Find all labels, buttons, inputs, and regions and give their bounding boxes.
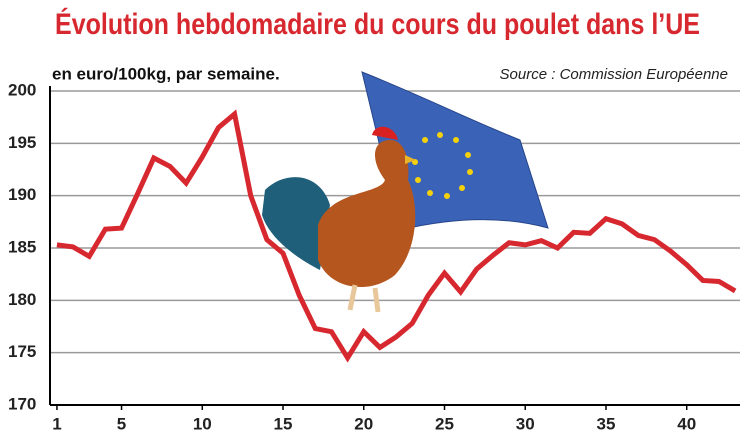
rooster-body xyxy=(318,140,416,287)
x-tick-label: 35 xyxy=(597,414,616,433)
x-tick-label: 5 xyxy=(117,414,126,433)
y-tick-label: 190 xyxy=(8,185,36,204)
x-tick-label: 30 xyxy=(516,414,535,433)
illustration xyxy=(262,71,549,313)
rooster-tail xyxy=(262,177,330,270)
x-tick-label: 25 xyxy=(435,414,454,433)
data-line xyxy=(56,109,737,363)
y-tick-label: 170 xyxy=(8,394,36,413)
rooster-comb xyxy=(372,126,398,140)
y-tick-label: 180 xyxy=(8,290,36,309)
x-tick-label: 10 xyxy=(193,414,212,433)
y-tick-label: 185 xyxy=(8,237,36,256)
subtitle: en euro/100kg, par semaine. xyxy=(52,64,280,83)
flag-stars xyxy=(412,132,473,199)
y-tick-label: 200 xyxy=(8,80,36,99)
rooster-beak xyxy=(405,155,416,164)
y-tick-label: 195 xyxy=(8,133,36,152)
x-tick-label: 20 xyxy=(354,414,373,433)
x-tick-label: 15 xyxy=(274,414,293,433)
rooster-legs xyxy=(347,284,381,313)
y-tick-label: 175 xyxy=(8,342,36,361)
source: Source : Commission Européenne xyxy=(500,66,728,83)
x-tick-label: 40 xyxy=(677,414,696,433)
x-tick-label: 1 xyxy=(52,414,61,433)
chart-title: Évolution hebdomadaire du cours du poule… xyxy=(55,7,700,41)
